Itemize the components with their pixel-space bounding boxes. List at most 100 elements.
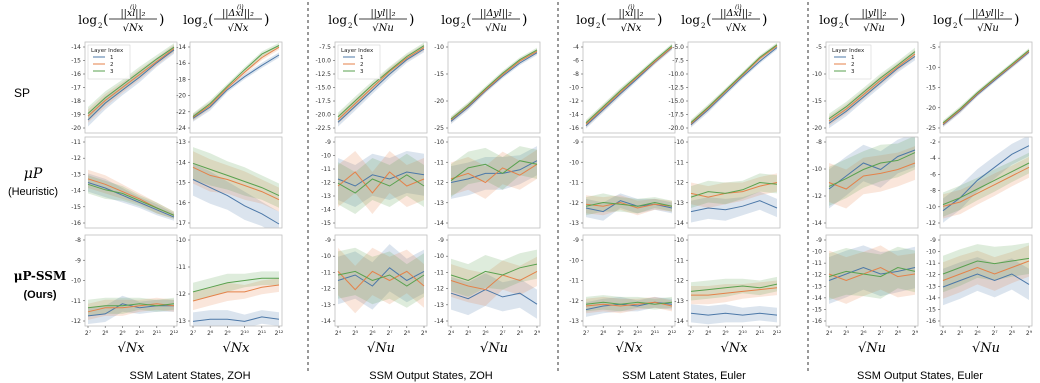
y-tick-label: -8 xyxy=(816,139,822,146)
legend-item-layer-2: 2 xyxy=(851,62,855,68)
x-axis-label-1: √Nx xyxy=(118,341,146,356)
band-layer-2 xyxy=(829,146,915,209)
line-layer-3 xyxy=(942,257,1030,275)
line-layer-1 xyxy=(87,49,175,121)
y-tick-label: -5 xyxy=(816,44,822,51)
subplot-plot-area xyxy=(450,146,538,199)
subplot-frame xyxy=(825,41,919,134)
column-titles: log 2(||xl||₂(i)√Nx) log 2(||Δxl||₂(i)√Nx) l… xyxy=(78,4,1019,34)
line-layer-1 xyxy=(942,51,1030,126)
y-tick-label: -13 xyxy=(434,200,444,207)
band-layer-2 xyxy=(338,44,424,124)
subplot-r1-c3: -7.5 -10.0 -12.5 -15.0 -17.5 -20.0 -22.5 Layer … xyxy=(315,41,428,134)
title-paren-close: ) xyxy=(900,12,905,28)
y-tick-label: -13 xyxy=(674,200,684,207)
subplot-plot-area xyxy=(337,42,425,127)
y-tick-label: -8 xyxy=(930,188,936,195)
band-layer-3 xyxy=(691,173,777,208)
subplot-r1-c6: -5.0 -7.5 -10.0 -12.5 -15.0 -17.5 -20.0 xyxy=(668,41,781,134)
y-tick-label: -15.0 xyxy=(315,85,331,92)
y-tick-label: -14 xyxy=(321,318,331,325)
y-tick-label: -19 xyxy=(71,112,81,119)
line-layer-3 xyxy=(337,270,425,287)
x-tick-label: 2⁷ xyxy=(583,330,590,337)
x-tick-label: 2¹¹ xyxy=(755,330,764,337)
title-numerator: ||yl||₂ xyxy=(861,8,886,19)
x-tick-label: 2¹¹ xyxy=(257,330,266,337)
y-tick-label: -12 xyxy=(321,286,331,293)
subplot-r3-c8: -9 -10 -11 -12 -13 -14 -15 -16 2⁴ 2⁵ 2⁶ 2⁷ 2⁸ 2⁹ xyxy=(926,234,1033,337)
x-axis-label-3: √Nu xyxy=(367,341,395,356)
title-log: log xyxy=(78,13,97,27)
y-tick-label: -10 xyxy=(71,278,81,285)
title-paren-open: ( xyxy=(103,12,108,28)
x-tick-label: 2⁶ xyxy=(974,330,981,337)
x-tick-label: 2⁶ xyxy=(369,330,376,337)
band-layer-1 xyxy=(193,310,279,326)
subplot-plot-area xyxy=(192,271,280,326)
title-denominator: √Nu xyxy=(977,23,999,34)
line-layer-2 xyxy=(942,166,1030,207)
y-tick-label: -15.0 xyxy=(668,98,684,105)
line-layer-1 xyxy=(450,52,538,122)
band-layer-2 xyxy=(829,245,915,304)
title-denominator: √Nu xyxy=(485,23,507,34)
x-tick-label: 2⁷ xyxy=(991,330,998,337)
y-tick-label: -16 xyxy=(176,60,186,67)
band-layer-3 xyxy=(193,147,279,208)
x-tick-label: 2⁷ xyxy=(688,330,695,337)
y-tick-label: -15 xyxy=(321,220,331,227)
x-tick-label: 2⁶ xyxy=(860,330,867,337)
x-tick-label: 2⁹ xyxy=(912,330,919,337)
y-tick-label: -10.0 xyxy=(668,71,684,78)
y-tick-label: -7.5 xyxy=(319,44,331,51)
line-layer-3 xyxy=(828,266,916,278)
group-names: SSM Latent States, ZOH SSM Output States… xyxy=(129,370,983,382)
x-tick-label: 2⁹ xyxy=(421,330,428,337)
band-layer-1 xyxy=(586,296,672,317)
x-tick-label: 2⁷ xyxy=(499,330,506,337)
y-tick-label: -17 xyxy=(71,85,81,92)
band-layer-1 xyxy=(829,245,915,304)
line-layer-3 xyxy=(450,160,538,182)
title-paren-close: ) xyxy=(1014,12,1019,28)
row-label-mup-ssm-sub: (Ours) xyxy=(24,289,57,301)
y-tick-label: -8 xyxy=(573,71,579,78)
line-layer-3 xyxy=(192,277,279,293)
line-layer-1 xyxy=(337,48,425,123)
title-log-base: 2 xyxy=(348,22,352,30)
legend-item-layer-1: 1 xyxy=(360,55,364,61)
y-tick-label: -10.0 xyxy=(315,58,331,65)
title-log-base: 2 xyxy=(203,22,207,30)
band-layer-1 xyxy=(338,45,424,127)
y-tick-label: -10 xyxy=(321,153,331,160)
title-log: log xyxy=(328,13,347,27)
title-log: log xyxy=(183,13,202,27)
x-tick-label: 2¹¹ xyxy=(650,330,659,337)
y-tick-label: -14 xyxy=(812,220,822,227)
x-tick-label: 2¹² xyxy=(275,330,284,337)
y-tick-label: -15 xyxy=(926,85,936,92)
title-paren-close: ) xyxy=(762,12,767,28)
title-superscript: (i) xyxy=(237,4,244,11)
title-superscript: (i) xyxy=(130,4,137,11)
band-layer-1 xyxy=(451,146,537,199)
subplot-frame xyxy=(189,234,283,327)
line-layer-3 xyxy=(828,51,916,120)
legend-item-layer-2: 2 xyxy=(360,62,364,68)
band-layer-1 xyxy=(829,137,915,209)
line-layer-3 xyxy=(87,46,175,114)
y-tick-label: -16 xyxy=(926,318,936,325)
band-layer-3 xyxy=(829,137,915,206)
y-tick-label: -10 xyxy=(569,85,579,92)
legend-box xyxy=(337,44,381,80)
subplot-frame xyxy=(939,234,1033,327)
y-tick-label: -14 xyxy=(176,159,186,166)
y-tick-label: -10 xyxy=(674,237,684,244)
y-tick-label: -5.0 xyxy=(672,44,684,51)
group-name-2: SSM Output States, ZOH xyxy=(369,370,493,382)
y-tick-label: -15 xyxy=(176,180,186,187)
